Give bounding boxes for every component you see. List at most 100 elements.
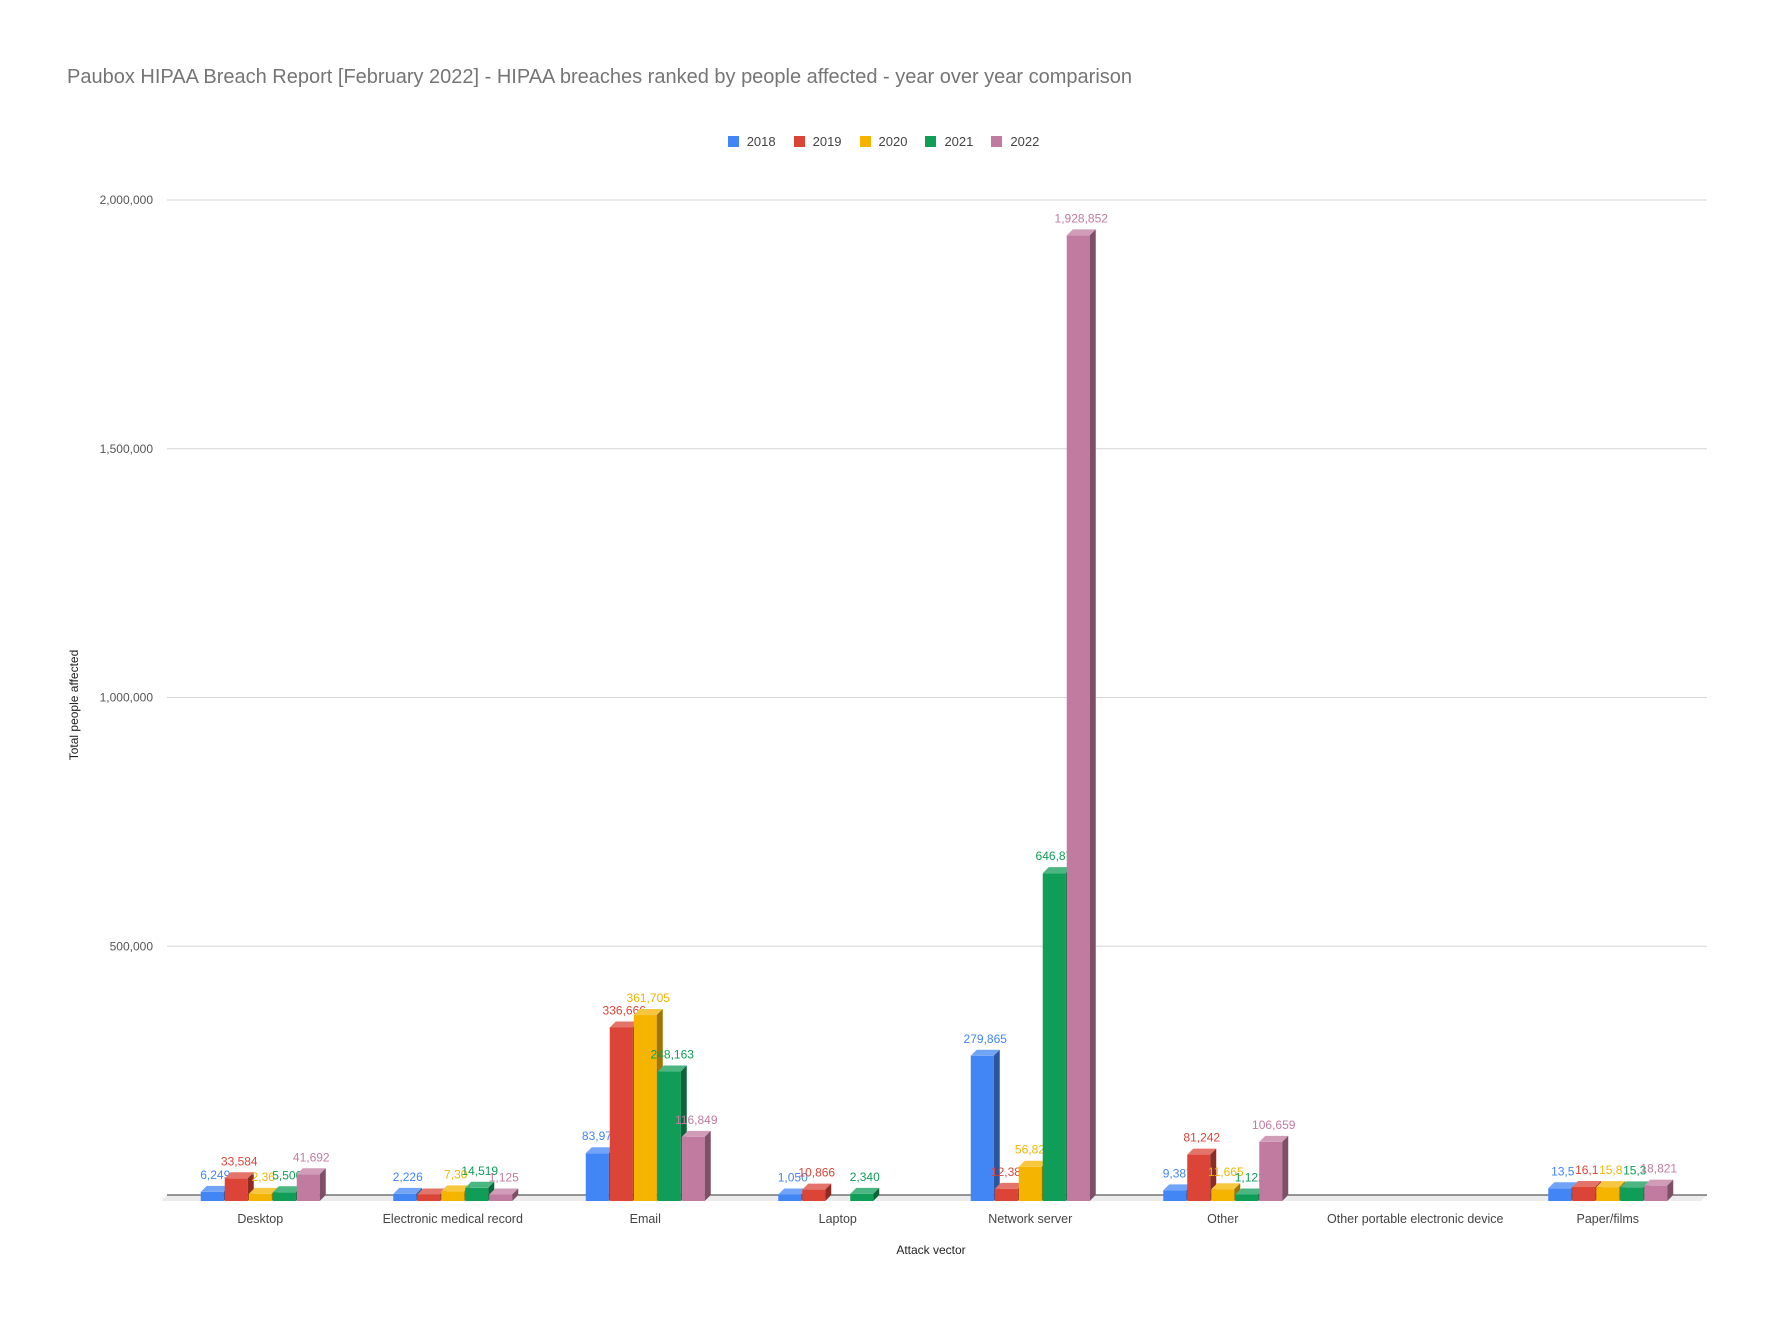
bar-top-2018 [778,1188,808,1195]
bar-2020 [633,1015,657,1201]
data-label: 116,849 [675,1113,718,1127]
data-label: 1,050 [778,1170,808,1184]
bar-2018 [1548,1188,1572,1201]
bar-top-2019 [609,1021,639,1028]
bar-2018 [200,1191,224,1201]
legend-label: 2018 [746,134,776,149]
y-tick-label: 1,500,000 [100,442,154,456]
legend-swatch [727,136,739,147]
bar-top-2020 [633,1009,663,1016]
bar-2020 [248,1193,272,1201]
bar-2020 [441,1191,465,1201]
bar-top-2022 [1066,229,1096,236]
bar-2019 [994,1188,1018,1201]
bar-2022 [1644,1185,1668,1201]
bar-2020 [1018,1166,1042,1201]
bar-2022 [296,1174,320,1201]
bar-top-2022 [681,1130,711,1137]
data-label: 18,821 [1640,1162,1677,1176]
x-axis-title: Attack vector [896,1243,965,1257]
bar-side-2022 [319,1168,326,1201]
bar-top-2022 [1259,1135,1289,1142]
bar-top-2018 [970,1049,1000,1056]
bar-top-2022 [1644,1179,1674,1186]
bar-top-2020 [1018,1160,1048,1167]
data-label: 81,242 [1183,1131,1220,1145]
bar-2018 [585,1153,609,1201]
bar-top-2018 [1548,1182,1578,1189]
x-tick-label: Other portable electronic device [1327,1212,1504,1226]
legend-item-2020[interactable]: 2020 [859,134,907,149]
bar-top-2019 [417,1188,447,1195]
data-label: 2,340 [850,1170,880,1184]
bar-side-2022 [1282,1135,1289,1201]
bar-2021 [657,1071,681,1201]
legend-swatch [925,136,937,147]
bar-top-2020 [441,1185,471,1192]
bar-2019 [1572,1186,1596,1201]
bar-top-2020 [1211,1183,1241,1190]
bar-2018 [1163,1190,1187,1201]
bar-2018 [778,1194,802,1201]
bar-top-2018 [1163,1184,1193,1191]
legend-label: 2021 [944,134,974,149]
data-label: 106,659 [1252,1118,1296,1132]
bar-2020 [1596,1187,1620,1201]
bar-2019 [1187,1154,1211,1201]
data-label: 33,584 [221,1154,258,1168]
bar-top-2018 [393,1187,423,1194]
legend-swatch [991,136,1003,147]
bar-2021 [1620,1187,1644,1201]
data-label: 361,705 [627,991,671,1005]
data-label: 248,163 [651,1048,695,1062]
x-tick-label: Network server [988,1212,1072,1226]
bar-2022 [681,1136,705,1201]
data-label: 9,387 [1163,1166,1193,1180]
data-label: 5,500 [272,1168,302,1182]
legend-item-2018[interactable]: 2018 [727,134,776,149]
bar-side-2018 [993,1049,1000,1201]
y-tick-label: 2,000,000 [100,193,154,207]
data-label: 56,822 [1015,1143,1052,1157]
legend-label: 2022 [1010,134,1040,149]
bar-2022 [1066,235,1090,1202]
data-label: 41,692 [293,1150,330,1164]
data-label: 1,125 [489,1170,519,1184]
bar-top-2020 [1596,1181,1626,1188]
bar-2021 [465,1187,489,1201]
bar-top-2021 [1042,867,1072,874]
bar-top-2019 [224,1172,254,1179]
chart-floor [161,1195,1707,1201]
legend: 2018 2019 2020 2021 2022 [0,134,1767,149]
data-label: 15,8 [1599,1163,1623,1177]
legend-item-2021[interactable]: 2021 [925,134,973,149]
bar-2020 [1211,1189,1235,1201]
bar-top-2022 [489,1188,519,1195]
legend-swatch [859,136,871,147]
bar-top-2021 [272,1186,302,1193]
bar-2019 [609,1027,633,1201]
bar-2021 [272,1192,296,1201]
bar-top-2018 [585,1147,615,1154]
bar-top-2018 [200,1185,230,1192]
x-tick-label: Desktop [237,1212,283,1226]
x-tick-label: Paper/films [1576,1212,1639,1226]
bar-top-2019 [802,1183,832,1190]
data-label: 14,519 [461,1164,498,1178]
legend-item-2022[interactable]: 2022 [991,134,1039,149]
bar-2022 [489,1194,513,1201]
data-label: 2,226 [393,1170,423,1184]
bar-side-2022 [704,1130,711,1201]
legend-item-2019[interactable]: 2019 [793,134,842,149]
data-label: 1,122 [1235,1170,1265,1184]
y-tick-label: 500,000 [110,939,154,953]
y-axis-title: Total people affected [67,650,81,761]
bar-top-2021 [657,1065,687,1072]
bar-2022 [1259,1141,1283,1201]
bar-top-2020 [248,1187,278,1194]
legend-swatch [793,136,805,147]
legend-label: 2019 [812,134,842,149]
data-label: 7,30 [444,1167,468,1181]
data-label: 2,36 [252,1170,276,1184]
x-tick-label: Email [630,1212,661,1226]
